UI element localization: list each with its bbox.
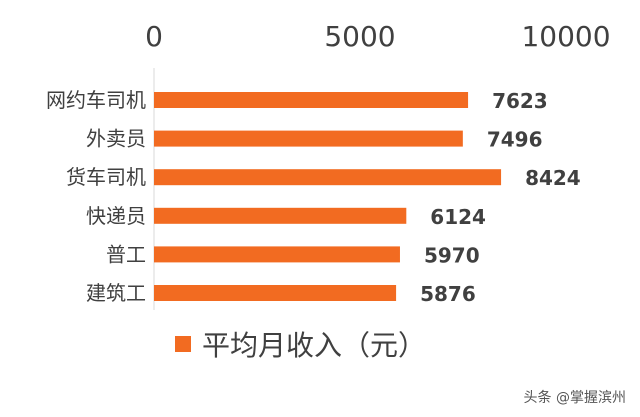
legend-swatch: [175, 336, 191, 352]
data-label: 5876: [420, 282, 476, 306]
bar: [154, 130, 463, 147]
data-label: 7623: [492, 89, 548, 113]
bar: [154, 169, 502, 186]
watermark-text: 头条 @掌握滨州: [524, 389, 626, 406]
bar: [154, 92, 469, 108]
category-label: 快递员: [86, 204, 146, 228]
bar: [154, 207, 407, 224]
data-label: 7496: [487, 128, 543, 152]
category-label: 外卖员: [86, 127, 146, 151]
data-label: 5970: [424, 243, 480, 267]
category-label: 建筑工: [86, 281, 146, 305]
data-label: 6124: [430, 205, 486, 229]
x-tick-label: 0: [145, 20, 163, 53]
data-label: 8424: [525, 166, 581, 190]
x-tick-label: 5000: [324, 20, 395, 53]
category-label: 网约车司机: [46, 88, 146, 112]
bar: [154, 285, 397, 301]
category-label: 普工: [106, 242, 146, 266]
x-tick-label: 10000: [521, 20, 610, 53]
legend-label: 平均月收入（元）: [202, 329, 426, 362]
category-label: 货车司机: [66, 165, 146, 189]
bar: [154, 246, 400, 263]
